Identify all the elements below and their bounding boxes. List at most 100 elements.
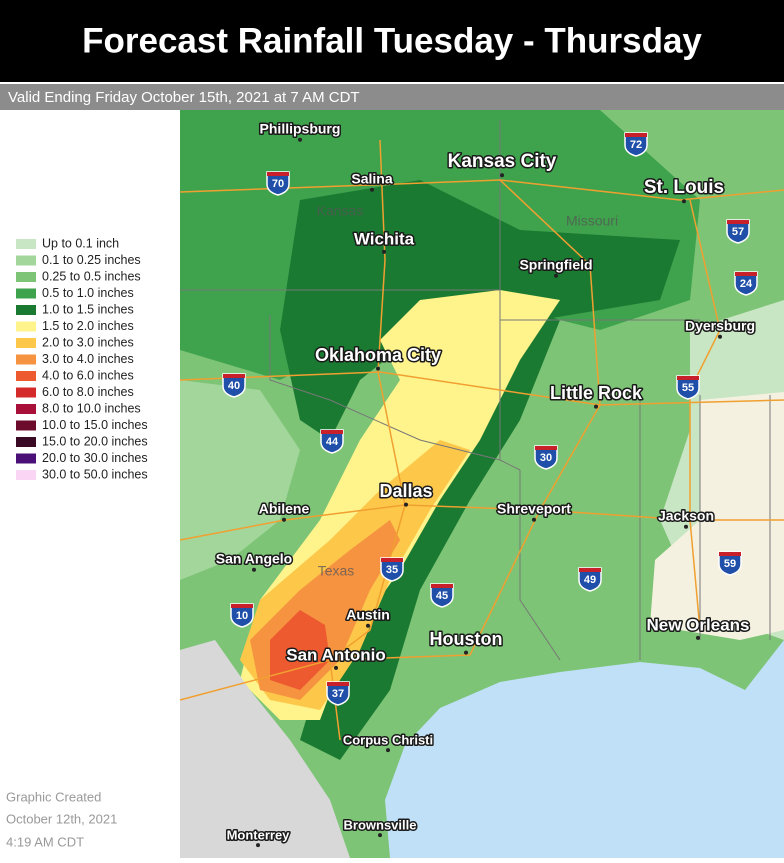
state-borders: [180, 120, 771, 661]
legend-swatch: [16, 305, 36, 315]
interstate-shield: [320, 429, 344, 454]
city-label: New Orleans: [647, 615, 750, 634]
city-dot: [256, 843, 260, 848]
city-label: Austin: [346, 607, 390, 623]
interstate-band: [727, 220, 749, 224]
city-dot: [282, 517, 286, 522]
interstate-band: [579, 568, 601, 572]
city-dot: [386, 748, 390, 753]
interstate-shield: [266, 171, 290, 196]
city-dot: [682, 199, 686, 204]
interstate-band: [381, 558, 403, 562]
interstate-shield: [718, 551, 742, 576]
mexico: [180, 640, 350, 858]
legend-swatch: [16, 239, 36, 249]
state-label: Missouri: [566, 213, 618, 229]
interstate-band: [735, 272, 757, 276]
interstate-shield: [676, 375, 700, 400]
city-dot: [532, 517, 536, 522]
interstate-band: [677, 376, 699, 380]
interstate-band: [223, 374, 245, 378]
header-bar: [0, 0, 784, 82]
interstate-number: 24: [740, 278, 753, 290]
map-area: [179, 110, 784, 858]
rain-4-6: [270, 610, 330, 690]
interstate-band: [231, 604, 253, 608]
legend-label: 0.1 to 0.25 inches: [42, 253, 141, 267]
interstate-number: 35: [386, 564, 398, 576]
legend-label: Up to 0.1 inch: [42, 236, 119, 250]
interstate-number: 72: [630, 139, 642, 151]
legend-swatch: [16, 354, 36, 365]
interstate-shield: [578, 567, 602, 592]
city-dot: [334, 665, 338, 670]
legend-swatch: [16, 321, 36, 332]
city-dot: [554, 273, 558, 278]
footer-text: Graphic Created: [6, 789, 101, 804]
interstate-number: 40: [228, 380, 240, 392]
legend-swatch: [16, 387, 36, 398]
city-dot: [366, 623, 370, 628]
interstate-number: 59: [724, 558, 736, 570]
subtitle-bar: [0, 84, 784, 110]
interstate-band: [267, 172, 289, 176]
city-dot: [376, 366, 380, 371]
interstate-number: 49: [584, 574, 596, 586]
legend-label: 1.5 to 2.0 inches: [42, 319, 134, 333]
legend-swatch: [16, 288, 36, 299]
light-rain: [180, 380, 300, 580]
city-label: Houston: [430, 629, 503, 649]
city-label: Brownsville: [344, 817, 417, 832]
title: Forecast Rainfall Tuesday - Thursday: [82, 21, 702, 60]
interstate-number: 10: [236, 610, 248, 622]
legend-label: 20.0 to 30.0 inches: [42, 451, 148, 465]
gulf-of-mexico: [385, 640, 784, 858]
city-dot: [684, 524, 688, 529]
interstate-number: 30: [540, 452, 552, 464]
city-label: Abilene: [259, 501, 310, 517]
legend-label: 6.0 to 8.0 inches: [42, 385, 134, 399]
interstate-shield: [380, 557, 404, 582]
city-label: Jackson: [658, 508, 714, 524]
legend-label: 2.0 to 3.0 inches: [42, 335, 134, 349]
city-dot: [594, 404, 598, 409]
legend-swatch: [16, 453, 36, 464]
interstate-number: 57: [732, 226, 744, 238]
legend-swatch: [16, 371, 36, 381]
city-dot: [696, 635, 700, 640]
interstate-band: [321, 430, 343, 434]
city-label: St. Louis: [644, 177, 724, 198]
interstate-number: 44: [326, 436, 339, 448]
city-dot: [298, 137, 302, 142]
legend-label: 8.0 to 10.0 inches: [42, 401, 141, 415]
legend-label: 0.5 to 1.0 inches: [42, 286, 134, 300]
interstate-number: 70: [272, 178, 284, 190]
state-label: Kansas: [317, 203, 364, 219]
city-dot: [252, 567, 256, 572]
interstate-band: [327, 682, 349, 686]
city-dot: [382, 249, 386, 254]
interstate-band: [431, 584, 453, 588]
city-dot: [464, 650, 468, 655]
heavy-rain: [300, 300, 560, 760]
legend-swatch: [16, 338, 36, 348]
interstate-shield: [726, 219, 750, 244]
legend-label: 4.0 to 6.0 inches: [42, 368, 134, 382]
city-label: Salina: [351, 171, 392, 187]
footer-text: 4:19 AM CDT: [6, 834, 84, 849]
city-dot: [404, 502, 408, 507]
city-label: Shreveport: [497, 501, 571, 517]
interstate-shield: [624, 132, 648, 157]
city-label: Corpus Christi: [343, 732, 433, 747]
city-label: Oklahoma City: [315, 345, 441, 365]
city-dot: [370, 187, 374, 192]
interstate-band: [535, 446, 557, 450]
city-label: Little Rock: [550, 383, 643, 403]
legend-swatch: [16, 420, 36, 431]
legend-label: 1.0 to 1.5 inches: [42, 302, 134, 316]
city-dot: [378, 833, 382, 838]
state-label: Texas: [318, 563, 355, 579]
legend-label: 15.0 to 20.0 inches: [42, 434, 148, 448]
